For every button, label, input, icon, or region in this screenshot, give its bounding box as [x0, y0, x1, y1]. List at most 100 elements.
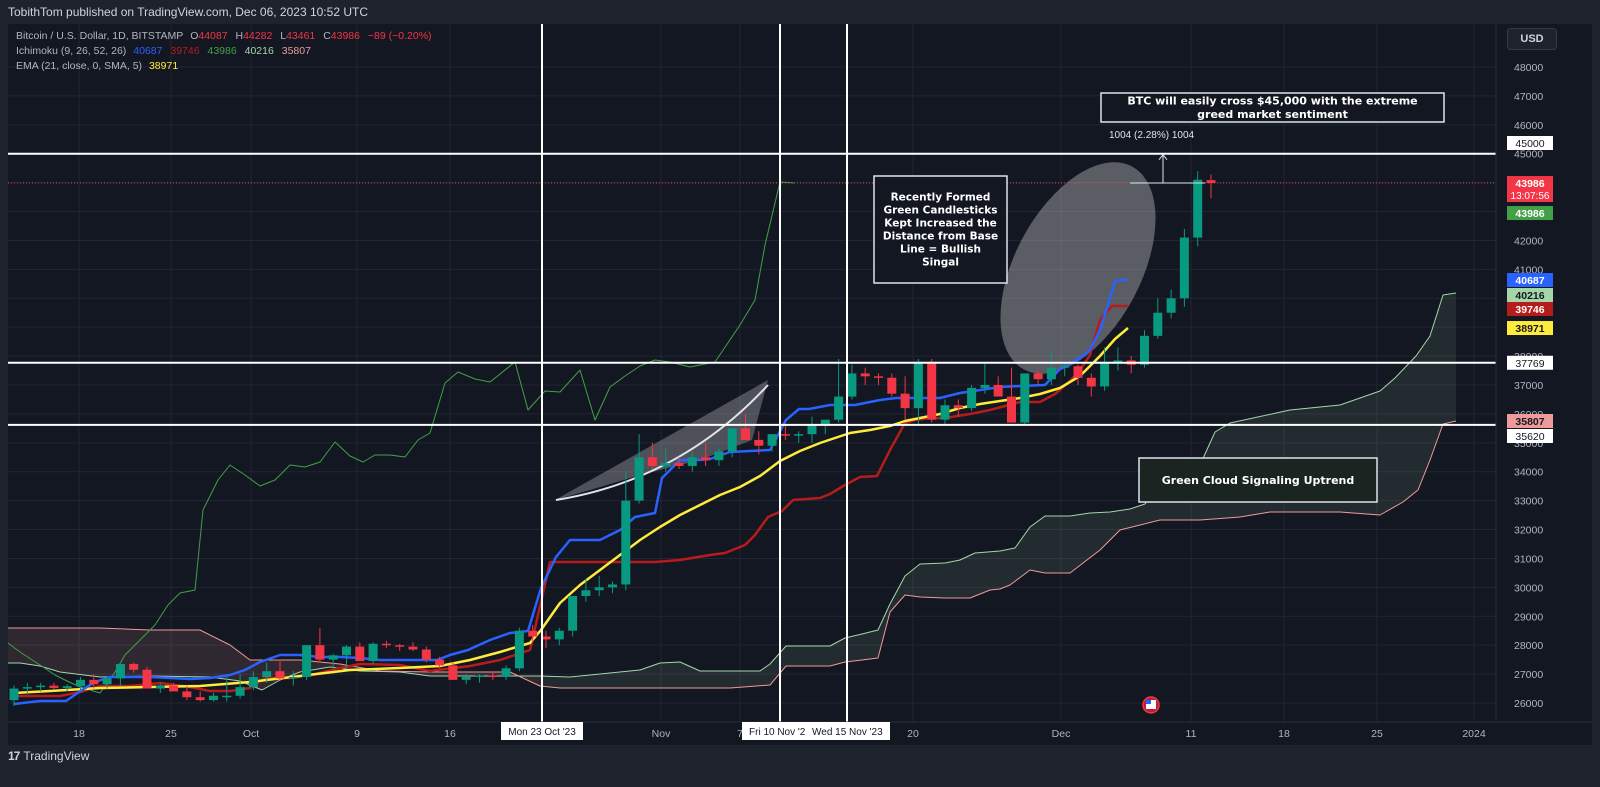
candle[interactable]	[1060, 364, 1070, 377]
candle[interactable]	[647, 442, 657, 469]
candle[interactable]	[501, 665, 511, 680]
us-flag-event-icon[interactable]	[1142, 696, 1160, 714]
candle[interactable]	[1153, 298, 1163, 339]
candle[interactable]	[860, 367, 870, 385]
cloud-note-box[interactable]: Green Cloud Signaling Uptrend	[1138, 457, 1378, 503]
legend-ema-row[interactable]: EMA (21, close, 0, SMA, 5) 38971	[16, 59, 437, 74]
candle[interactable]	[1140, 330, 1149, 368]
candle[interactable]	[155, 682, 165, 693]
candle[interactable]	[847, 364, 857, 400]
candle[interactable]	[315, 627, 325, 663]
candle[interactable]	[581, 578, 591, 602]
price-scale[interactable]	[1496, 24, 1592, 722]
candle[interactable]	[940, 399, 950, 426]
candle[interactable]	[701, 442, 711, 466]
candle[interactable]	[1020, 373, 1030, 426]
candle[interactable]	[421, 646, 431, 663]
candle[interactable]	[302, 645, 312, 680]
candle[interactable]	[820, 419, 830, 435]
candle[interactable]	[262, 662, 272, 683]
candle[interactable]	[913, 358, 923, 426]
candle[interactable]	[887, 373, 897, 397]
currency-button[interactable]: USD	[1507, 28, 1557, 50]
candle[interactable]	[1179, 228, 1189, 307]
candle[interactable]	[1007, 367, 1016, 423]
candle[interactable]	[767, 434, 777, 452]
candle[interactable]	[661, 448, 671, 472]
candle[interactable]	[248, 671, 258, 690]
candle[interactable]	[129, 662, 139, 673]
candle[interactable]	[794, 431, 804, 443]
candle[interactable]	[36, 682, 46, 692]
candle[interactable]	[22, 682, 32, 695]
candle[interactable]	[488, 671, 498, 680]
legend-ichimoku-row[interactable]: Ichimoku (9, 26, 52, 26) 40687 39746 439…	[16, 44, 437, 59]
candle[interactable]	[1113, 347, 1123, 371]
candle[interactable]	[541, 630, 551, 649]
candle[interactable]	[1193, 171, 1203, 247]
candle[interactable]	[900, 376, 910, 420]
candle[interactable]	[209, 692, 218, 702]
candle[interactable]	[780, 425, 790, 440]
candle[interactable]	[355, 642, 365, 662]
candle[interactable]	[408, 642, 418, 651]
candle[interactable]	[1100, 347, 1110, 391]
candle[interactable]	[727, 428, 737, 458]
candle[interactable]	[594, 575, 604, 597]
candle[interactable]	[222, 676, 232, 702]
candle[interactable]	[49, 682, 59, 690]
candle[interactable]	[568, 596, 578, 637]
candle[interactable]	[448, 662, 458, 680]
candle[interactable]	[993, 376, 1003, 397]
candle[interactable]	[634, 434, 644, 504]
candle[interactable]	[342, 645, 351, 669]
candle[interactable]	[461, 674, 471, 685]
candle[interactable]	[9, 685, 19, 706]
candle[interactable]	[608, 581, 617, 594]
candle[interactable]	[435, 656, 445, 669]
candle[interactable]	[874, 373, 883, 385]
candle[interactable]	[62, 684, 72, 692]
candle[interactable]	[807, 416, 817, 443]
candle[interactable]	[514, 627, 524, 672]
candle[interactable]	[967, 384, 977, 412]
candle[interactable]	[182, 685, 192, 701]
candle[interactable]	[1073, 364, 1083, 385]
candle[interactable]	[288, 671, 298, 686]
candle[interactable]	[235, 674, 245, 699]
target-note-box[interactable]: BTC will easily cross $45,000 with the e…	[1100, 92, 1445, 123]
candle[interactable]	[621, 471, 631, 591]
candle[interactable]	[528, 624, 538, 643]
candle[interactable]	[475, 674, 484, 683]
candle[interactable]	[980, 361, 990, 394]
candle[interactable]	[754, 431, 764, 455]
candle[interactable]	[368, 642, 378, 664]
candle[interactable]	[1086, 373, 1096, 397]
candle[interactable]	[102, 676, 112, 689]
candle[interactable]	[1206, 174, 1216, 199]
candle[interactable]	[395, 643, 405, 651]
candle[interactable]	[927, 358, 937, 423]
candle[interactable]	[554, 627, 564, 646]
candle[interactable]	[169, 682, 179, 692]
candle[interactable]	[687, 451, 697, 472]
candle[interactable]	[1126, 356, 1136, 374]
candle[interactable]	[1046, 350, 1056, 385]
legend-symbol-row[interactable]: Bitcoin / U.S. Dollar, 1D, BITSTAMP O440…	[16, 29, 437, 44]
candle[interactable]	[275, 659, 285, 680]
tradingview-logo[interactable]: 17 TradingView	[8, 749, 89, 763]
candle[interactable]	[142, 666, 152, 689]
candle[interactable]	[328, 653, 338, 669]
candle[interactable]	[834, 358, 844, 423]
candle[interactable]	[953, 399, 963, 417]
candle[interactable]	[115, 663, 125, 686]
candle[interactable]	[714, 448, 724, 466]
candle[interactable]	[674, 457, 684, 469]
candle[interactable]	[195, 691, 205, 702]
candle[interactable]	[1033, 370, 1043, 385]
candle[interactable]	[89, 674, 99, 689]
candle[interactable]	[76, 676, 85, 692]
candle[interactable]	[381, 640, 391, 649]
